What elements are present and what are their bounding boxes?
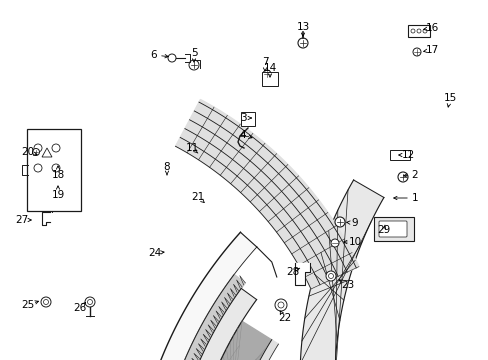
Polygon shape [175, 99, 358, 289]
Text: 15: 15 [443, 93, 456, 103]
Circle shape [416, 29, 420, 33]
Text: 2: 2 [411, 170, 417, 180]
Text: 6: 6 [150, 50, 157, 60]
Bar [407, 25, 429, 37]
Circle shape [334, 217, 345, 227]
Text: 3: 3 [239, 113, 246, 123]
Text: 10: 10 [348, 237, 361, 247]
Text: 26: 26 [73, 303, 86, 313]
Text: 16: 16 [425, 23, 438, 33]
Text: 20: 20 [21, 147, 35, 157]
Circle shape [297, 38, 307, 48]
FancyBboxPatch shape [27, 129, 81, 211]
Text: 1: 1 [411, 193, 417, 203]
Text: 5: 5 [190, 48, 197, 58]
Polygon shape [194, 321, 271, 360]
Text: 27: 27 [15, 215, 29, 225]
Polygon shape [131, 232, 256, 360]
Polygon shape [155, 274, 245, 360]
Circle shape [52, 164, 60, 172]
Polygon shape [294, 263, 309, 285]
FancyBboxPatch shape [373, 217, 413, 241]
Bar [241, 112, 254, 126]
Text: 19: 19 [51, 190, 64, 200]
Text: 12: 12 [401, 150, 414, 160]
Text: 17: 17 [425, 45, 438, 55]
Text: 21: 21 [191, 192, 204, 202]
Circle shape [189, 60, 199, 70]
Circle shape [397, 172, 407, 182]
Text: 8: 8 [163, 162, 170, 172]
Circle shape [410, 29, 414, 33]
Bar [389, 150, 409, 160]
Text: 28: 28 [286, 267, 299, 277]
Circle shape [422, 29, 426, 33]
Text: 7: 7 [261, 57, 268, 67]
Polygon shape [300, 180, 383, 360]
Text: 14: 14 [263, 63, 276, 73]
Text: 29: 29 [377, 225, 390, 235]
Text: 4: 4 [239, 130, 246, 140]
Circle shape [34, 164, 42, 172]
Bar [262, 72, 278, 86]
Circle shape [168, 54, 176, 62]
Circle shape [328, 274, 333, 279]
Text: 9: 9 [351, 218, 358, 228]
Text: 18: 18 [51, 170, 64, 180]
FancyBboxPatch shape [378, 221, 406, 237]
Circle shape [85, 297, 95, 307]
Text: 23: 23 [341, 280, 354, 290]
Circle shape [34, 144, 42, 152]
Text: 22: 22 [278, 313, 291, 323]
Circle shape [43, 300, 48, 305]
Circle shape [325, 271, 335, 281]
Circle shape [274, 299, 286, 311]
Circle shape [330, 239, 338, 247]
Text: 13: 13 [296, 22, 309, 32]
Text: 24: 24 [148, 248, 162, 258]
Text: 11: 11 [185, 143, 198, 153]
Polygon shape [172, 288, 256, 360]
Circle shape [32, 149, 40, 156]
Circle shape [87, 300, 92, 305]
Polygon shape [224, 340, 278, 360]
Circle shape [52, 144, 60, 152]
Circle shape [263, 70, 270, 78]
Circle shape [41, 297, 51, 307]
Circle shape [412, 48, 420, 56]
Text: 25: 25 [21, 300, 35, 310]
Circle shape [278, 302, 284, 308]
